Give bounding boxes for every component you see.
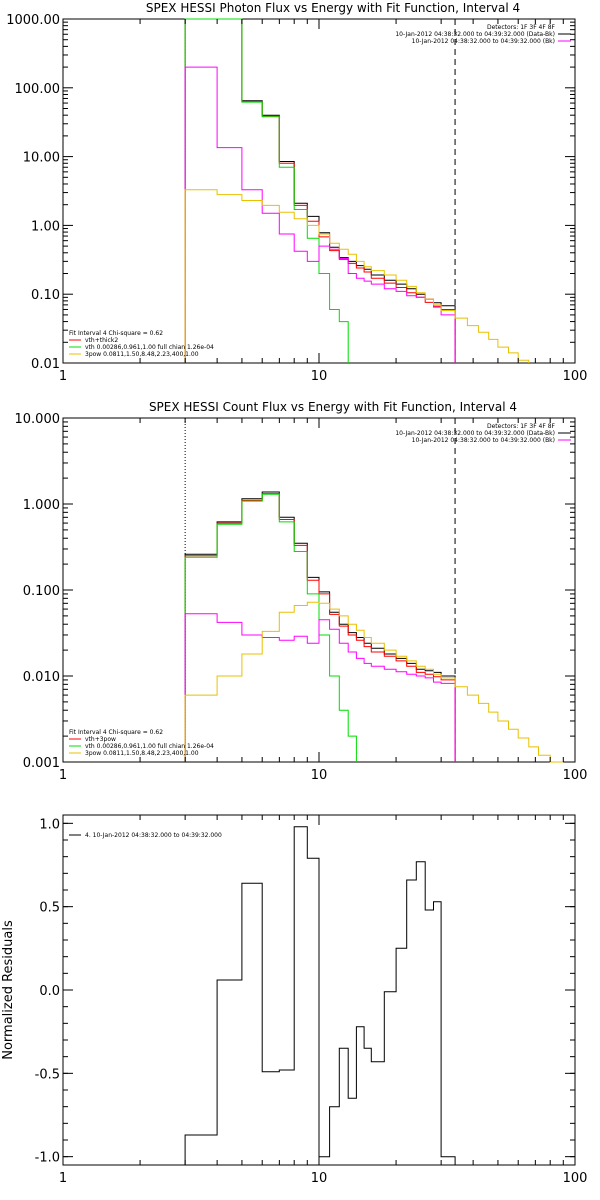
legend-right-entry: Detectors: 1F 3F 4F 8F <box>487 423 556 430</box>
photon-flux-panel: SPEX HESSI Photon Flux vs Energy with Fi… <box>6 1 587 384</box>
series-line-0 <box>184 491 456 762</box>
legend-left-entry: vth+3pow <box>85 736 116 743</box>
x-tick-label: 100 <box>563 369 588 384</box>
y-tick-label: 1000.00 <box>6 13 60 28</box>
legend-left: Fit Interval 4 Chi-square = 0.62vth+thic… <box>69 330 214 358</box>
x-tick-label: 100 <box>563 1171 588 1186</box>
count-flux-panel: SPEX HESSI Count Flux vs Energy with Fit… <box>15 400 588 783</box>
y-axis-label: Normalized Residuals <box>1 920 16 1060</box>
y-tick-label: 0.100 <box>23 584 60 599</box>
y-tick-label: 10.00 <box>23 151 60 166</box>
y-tick-label: 0.0 <box>39 984 60 999</box>
residuals-panel: Normalized Residuals 1 10 100 1.0 0.5 0.0 -0.5… <box>1 814 588 1186</box>
legend-left-entry: Fit Interval 4 Chi-square = 0.62 <box>69 330 163 337</box>
x-tick-label: 1 <box>59 369 67 384</box>
x-tick-label: 1 <box>59 1171 67 1186</box>
legend-right-entry: 10-Jan-2012 04:38:32.000 to 04:39:32.000… <box>395 430 555 437</box>
y-tick-label: 10.000 <box>15 412 61 427</box>
series-line-2 <box>184 18 349 363</box>
x-tick-label: 10 <box>311 369 328 384</box>
x-tick-label: 1 <box>59 768 67 783</box>
legend-right-entry: 10-Jan-2012 04:38:32.000 to 04:39:32.000… <box>395 31 555 38</box>
series-line-1 <box>184 493 456 762</box>
series-line-4 <box>184 189 530 363</box>
legend-right-entry: 10-Jan-2012 04:38:32.000 to 04:39:32.000… <box>412 437 555 444</box>
panel-title: SPEX HESSI Photon Flux vs Energy with Fi… <box>146 1 520 15</box>
legend-left: 4. 10-Jan-2012 04:38:32.000 to 04:39:32.… <box>69 832 222 839</box>
legend-left-entry: vth 0.00286,0.961,1.00 full chian 1.26e-… <box>85 743 214 750</box>
x-tick-label: 100 <box>563 768 588 783</box>
y-tick-label: 0.010 <box>23 670 60 685</box>
y-tick-label: 0.10 <box>31 288 60 303</box>
y-tick-label: -1.0 <box>35 1151 60 1166</box>
legend-left-entry: 3pow 0.0811,1.50,8.48,2.23,400,1.00 <box>85 750 199 757</box>
series-line-3 <box>184 66 456 363</box>
legend-right-entry: Detectors: 1F 3F 4F 8F <box>487 24 556 31</box>
legend-left-entry: 3pow 0.0811,1.50,8.48,2.23,400,1.00 <box>85 351 199 358</box>
x-tick-label: 10 <box>311 768 328 783</box>
series-line-0 <box>184 826 456 1165</box>
legend-left-entry: 4. 10-Jan-2012 04:38:32.000 to 04:39:32.… <box>85 832 222 839</box>
series-line-2 <box>184 493 357 762</box>
plot-frame <box>62 18 576 364</box>
series-line-1 <box>184 18 456 363</box>
legend-left: Fit Interval 4 Chi-square = 0.62vth+3pow… <box>69 729 214 757</box>
x-tick-label: 10 <box>311 1171 328 1186</box>
legend-left-entry: vth+thick2 <box>85 337 118 344</box>
y-tick-label: 100.00 <box>15 82 61 97</box>
series-line-4 <box>184 601 564 763</box>
y-tick-label: 1.000 <box>23 498 60 513</box>
panel-title: SPEX HESSI Count Flux vs Energy with Fit… <box>149 400 517 414</box>
series-line-0 <box>184 18 456 363</box>
legend-left-entry: vth 0.00286,0.961,1.00 full chian 1.26e-… <box>85 344 214 351</box>
y-tick-label: -0.5 <box>35 1067 60 1082</box>
y-tick-label: 0.5 <box>39 901 60 916</box>
y-tick-label: 1.0 <box>39 817 60 832</box>
y-tick-label: 0.001 <box>23 756 60 771</box>
series-line-3 <box>184 613 456 762</box>
legend-right-entry: 10-Jan-2012 04:38:32.000 to 04:39:32.000… <box>412 38 555 45</box>
legend-left-entry: Fit Interval 4 Chi-square = 0.62 <box>69 729 163 736</box>
y-tick-label: 1.00 <box>31 219 60 234</box>
y-tick-label: 0.01 <box>31 357 60 372</box>
